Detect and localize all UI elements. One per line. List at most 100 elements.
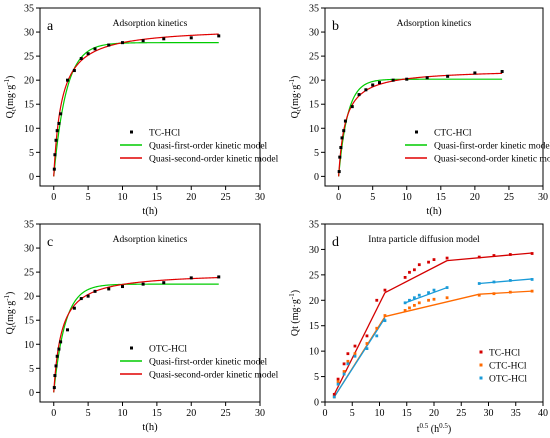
y-axis-label-sub: t [295, 109, 303, 111]
data-point [72, 69, 76, 73]
data-point [342, 370, 346, 373]
y-tick-label: 5 [29, 148, 34, 159]
y-axis-label-sub: t [10, 325, 18, 327]
y-axis-label-exp: -1 [288, 293, 296, 299]
data-point [337, 170, 341, 174]
y-axis-label-main: Q [290, 110, 301, 118]
data-point [500, 70, 504, 74]
y-axis-label-close: ) [290, 76, 301, 79]
data-point [353, 344, 357, 348]
y-axis-label-main: Q [5, 110, 16, 118]
panel-d: 0 5 10 15 20 25 30 35 40 0 5 10 15 20 25 30 35 Intra part… [288, 220, 548, 436]
data-point [342, 362, 346, 366]
y-tick-label: 35 [24, 4, 34, 15]
data-point [93, 289, 97, 293]
legend-entry: Quasi-second-order kinetic model [149, 155, 279, 165]
data-point [365, 342, 369, 345]
data-point [446, 74, 450, 78]
y-axis-label-exp: -1 [288, 78, 296, 84]
data-point [59, 340, 63, 344]
data-point [383, 288, 387, 292]
data-point [86, 52, 90, 56]
data-point [417, 293, 421, 297]
y-axis-label-main: Qt (mg·g [290, 299, 301, 336]
legend-marker [479, 376, 483, 380]
chart-title: Adsorption kinetics [397, 19, 472, 29]
fit-segment [333, 317, 386, 398]
data-point [66, 78, 69, 82]
y-axis-label-main: Q [5, 326, 16, 334]
data-point [121, 41, 124, 45]
y-tick-label: 35 [309, 220, 319, 231]
chart-title: Adsorption kinetics [113, 235, 188, 245]
data-point [52, 167, 56, 171]
x-axis-label-exp2: 0.5 [439, 422, 448, 430]
y-tick-label: 20 [309, 296, 319, 307]
data-point [477, 282, 481, 285]
x-axis-label-unit: (h [428, 424, 439, 435]
data-point [55, 354, 59, 358]
data-point [189, 276, 193, 280]
x-tick-label: 20 [186, 408, 196, 419]
legend-marker [415, 130, 418, 134]
x-tick-label: 0 [51, 408, 56, 419]
y-axis-label: Qt (mg·g-1) [288, 290, 301, 336]
data-point [121, 285, 124, 289]
y-tick-label: 30 [309, 28, 319, 39]
y-tick-label: 5 [29, 364, 34, 375]
data-point [378, 81, 381, 85]
y-tick-label: 20 [24, 76, 34, 87]
data-point [217, 34, 221, 38]
x-tick-label: 5 [86, 192, 91, 203]
y-tick-label: 30 [309, 245, 319, 256]
chart-title: Intra particle diffusion model [368, 234, 480, 245]
data-point [445, 256, 449, 260]
y-axis-label-exp: -1 [3, 294, 11, 300]
x-tick-label: 30 [538, 192, 548, 203]
x-axis-label-exp: 0.5 [420, 422, 429, 430]
y-axis-label-unit: (mg·g [5, 85, 16, 109]
x-axis-label: t(h) [142, 422, 158, 433]
x-tick-label: 20 [470, 192, 480, 203]
data-point [107, 287, 111, 291]
panel-b: 0 5 10 15 20 25 30 0 5 10 15 20 25 30 35 Adsorption kin… [288, 4, 550, 218]
data-point [375, 298, 379, 302]
y-tick-label: 15 [309, 321, 319, 332]
y-tick-label: 25 [309, 270, 319, 281]
x-tick-label: 0 [51, 192, 56, 203]
fit-segment [479, 290, 533, 295]
x-tick-label: 5 [370, 192, 375, 203]
data-point [432, 288, 436, 292]
data-point [162, 281, 166, 285]
fit-segment [447, 252, 533, 262]
panel-a: 0 5 10 15 20 25 30 0 5 10 15 20 25 30 35 Adsorption kin… [3, 4, 279, 218]
data-point [332, 392, 336, 396]
data-point [432, 297, 436, 301]
data-point [383, 314, 387, 317]
x-axis-label: t0.5 (h0.5) [417, 422, 451, 435]
legend-marker [130, 346, 133, 350]
data-point [412, 303, 416, 307]
panel-letter: d [332, 235, 339, 250]
data-point [55, 129, 59, 133]
quasi-first-order-curve [53, 283, 219, 393]
legend-entry: Quasi-first-order kinetic model [434, 141, 550, 152]
data-point [417, 263, 421, 267]
data-point [340, 136, 344, 140]
data-point [417, 301, 421, 305]
data-point [427, 260, 430, 264]
data-point [530, 278, 534, 281]
y-tick-label: 10 [24, 340, 34, 351]
data-point [412, 296, 416, 300]
y-tick-label: 25 [309, 52, 319, 63]
data-point [492, 254, 496, 257]
data-point [530, 252, 534, 255]
y-axis-label: Qt(mg·g-1) [3, 76, 18, 119]
y-tick-label: 30 [24, 28, 34, 39]
legend-entry: Quasi-second-order kinetic model [149, 371, 279, 381]
data-point [54, 138, 58, 142]
data-point [477, 293, 481, 297]
data-point [492, 280, 496, 284]
data-point [72, 306, 76, 310]
x-tick-label: 10 [118, 408, 128, 419]
